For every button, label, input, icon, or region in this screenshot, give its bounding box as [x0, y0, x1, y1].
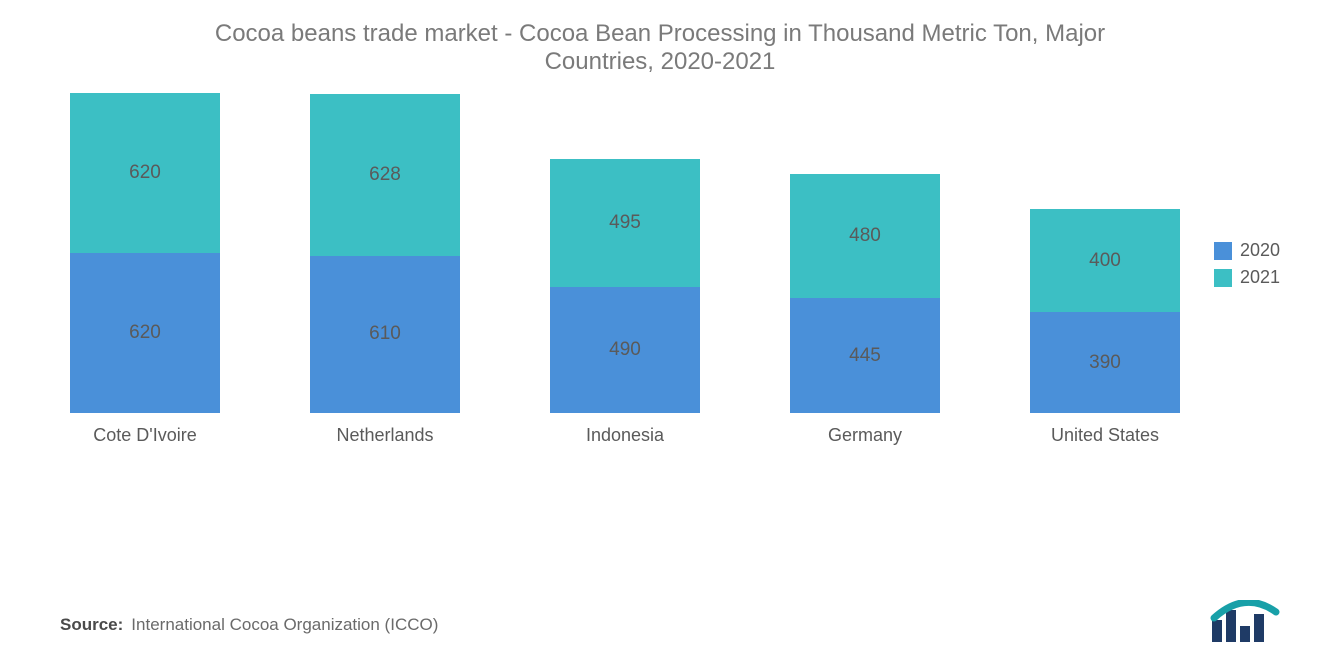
- logo-bar-1: [1212, 620, 1222, 642]
- bar-segment: 610: [310, 256, 460, 413]
- bar-stack: 445 480: [790, 174, 940, 413]
- plot-area: 620620Cote D'Ivoire610628Netherlands4904…: [50, 126, 1150, 506]
- bar-stack: 390 400: [1030, 209, 1180, 413]
- logo-bar-2: [1226, 610, 1236, 642]
- logo-arc: [1214, 602, 1276, 618]
- category-label: United States: [1051, 425, 1159, 446]
- category-label: Indonesia: [586, 425, 664, 446]
- bar-value-label: 628: [369, 164, 401, 186]
- legend-swatch: [1214, 269, 1232, 287]
- legend-item: 2021: [1214, 267, 1280, 288]
- brand-logo: [1210, 600, 1280, 645]
- bar-group: 490 495 Indonesia: [550, 159, 700, 446]
- bar-value-label: 490: [609, 339, 641, 361]
- bar-stack: 610 628: [310, 94, 460, 413]
- chart-title: Cocoa beans trade market - Cocoa Bean Pr…: [160, 20, 1160, 76]
- bar-segment: 445: [790, 298, 940, 413]
- bar-group: 445 480 Germany: [790, 174, 940, 446]
- bar-value-label: 390: [1089, 352, 1121, 374]
- bar-value-label: 445: [849, 345, 881, 367]
- legend: 2020 2021: [1214, 240, 1280, 294]
- category-label: Cote D'Ivoire: [93, 425, 196, 446]
- bar-segment: 628: [310, 94, 460, 256]
- logo-bar-3: [1240, 626, 1250, 642]
- bar-group: 620 620 Cote D'Ivoire: [70, 93, 220, 446]
- bar-value-label: 610: [369, 323, 401, 345]
- source-row: Source: International Cocoa Organization…: [60, 615, 438, 635]
- bar-value-label: 480: [849, 225, 881, 247]
- legend-label: 2020: [1240, 240, 1280, 261]
- category-label: Netherlands: [336, 425, 433, 446]
- bar-segment: 400: [1030, 209, 1180, 312]
- bar-value-label: 495: [609, 212, 641, 234]
- logo-bar-4: [1254, 614, 1264, 642]
- bar-segment: 620: [70, 93, 220, 253]
- bar-segment: 390: [1030, 312, 1180, 413]
- bar-group: 610 628 Netherlands: [310, 94, 460, 446]
- bar-stack: 620 620: [70, 93, 220, 413]
- bar-group: 390 400 United States: [1030, 209, 1180, 446]
- bar-stack: 490 495: [550, 159, 700, 413]
- source-text: International Cocoa Organization (ICCO): [131, 615, 438, 635]
- bar-segment: 620: [70, 253, 220, 413]
- bars-row: 620620Cote D'Ivoire610628Netherlands4904…: [50, 126, 1150, 446]
- legend-item: 2020: [1214, 240, 1280, 261]
- bar-value-label: 620: [129, 322, 161, 344]
- bar-segment: 495: [550, 159, 700, 287]
- category-label: Germany: [828, 425, 902, 446]
- legend-label: 2021: [1240, 267, 1280, 288]
- source-prefix: Source:: [60, 615, 123, 635]
- bar-value-label: 400: [1089, 250, 1121, 272]
- legend-swatch: [1214, 242, 1232, 260]
- bar-segment: 490: [550, 287, 700, 413]
- chart-container: Cocoa beans trade market - Cocoa Bean Pr…: [0, 0, 1320, 665]
- bar-segment: 480: [790, 174, 940, 298]
- bar-value-label: 620: [129, 162, 161, 184]
